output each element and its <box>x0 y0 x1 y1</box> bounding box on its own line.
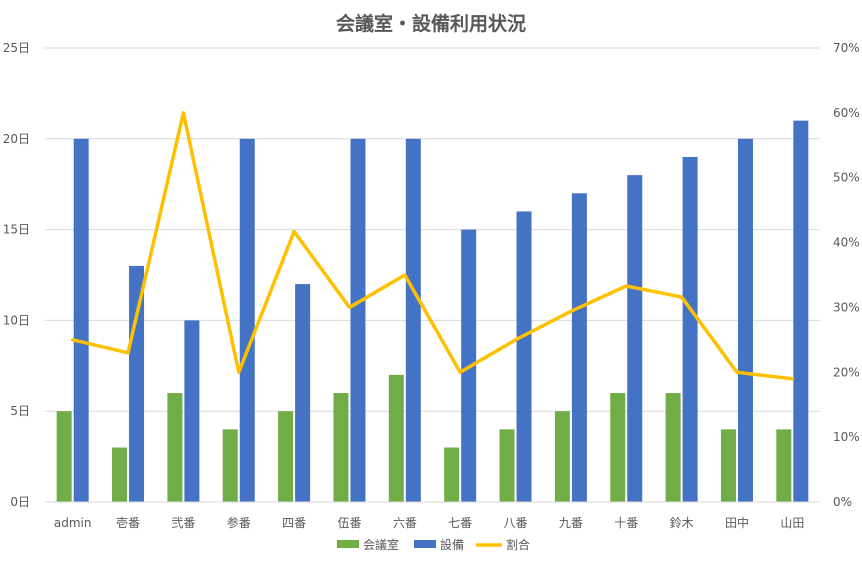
bar-setsubi <box>627 175 643 502</box>
chart-title: 会議室・設備利用状況 <box>336 12 526 35</box>
bar-setsubi <box>184 320 200 502</box>
right-axis-tick-label: 50% <box>833 171 860 185</box>
bar-kaigishitsu <box>720 429 736 502</box>
bar-kaigishitsu <box>665 393 681 502</box>
bar-kaigishitsu <box>444 447 460 502</box>
bar-kaigishitsu <box>388 374 404 502</box>
bar-setsubi <box>73 138 89 503</box>
legend-label: 設備 <box>440 537 464 552</box>
bar-setsubi <box>793 120 809 502</box>
bar-kaigishitsu <box>610 393 626 502</box>
bar-setsubi <box>295 284 311 502</box>
ratio-point <box>403 273 407 277</box>
right-axis-tick-label: 10% <box>833 430 860 444</box>
right-axis-tick-label: 70% <box>833 41 860 55</box>
bar-setsubi <box>737 138 753 503</box>
ratio-point <box>790 377 794 381</box>
legend-label: 会議室 <box>363 537 399 552</box>
left-axis-tick-label: 20日 <box>3 132 30 146</box>
right-axis-tick-label: 20% <box>833 365 860 379</box>
ratio-point <box>71 338 75 342</box>
bar-setsubi <box>405 138 421 503</box>
bars <box>56 120 809 503</box>
right-axis: 0% 10% 20% 30% 40% 50% 60% 70% <box>833 41 860 509</box>
bar-kaigishitsu <box>56 411 72 502</box>
x-axis-tick-label: 弐番 <box>171 516 195 530</box>
ratio-line <box>70 111 795 381</box>
left-axis: 0日 5日 10日 15日 20日 25日 <box>3 41 30 509</box>
x-axis-tick-label: 十番 <box>614 516 638 530</box>
x-axis-tick-label: 鈴木 <box>670 515 694 530</box>
x-axis-tick-label: 参番 <box>227 515 251 530</box>
x-axis-tick-label: 九番 <box>559 516 583 530</box>
x-axis-tick-label: 七番 <box>448 516 472 530</box>
legend-label: 割合 <box>506 537 530 552</box>
bar-setsubi <box>350 138 366 503</box>
legend-swatch <box>337 540 359 548</box>
left-axis-tick-label: 0日 <box>10 495 30 509</box>
x-axis-tick-label: 壱番 <box>116 516 140 530</box>
bar-kaigishitsu <box>776 429 792 502</box>
legend-swatch <box>414 540 436 548</box>
x-axis-tick-label: 八番 <box>504 516 528 530</box>
bar-kaigishitsu <box>499 429 515 502</box>
x-axis: admin 壱番 弐番 参番 四番 伍番 六番 七番 八番 九番 十番 鈴木 田中 山田 <box>45 501 820 530</box>
right-axis-tick-label: 30% <box>833 300 860 314</box>
ratio-point <box>126 351 130 355</box>
bar-setsubi <box>516 211 532 502</box>
bar-kaigishitsu <box>167 393 183 502</box>
ratio-point <box>458 370 462 374</box>
left-axis-tick-label: 25日 <box>3 41 30 55</box>
bar-kaigishitsu <box>554 411 570 502</box>
bar-setsubi <box>682 156 698 502</box>
ratio-point <box>181 111 185 115</box>
bar-setsubi <box>571 193 587 502</box>
right-axis-tick-label: 60% <box>833 106 860 120</box>
ratio-point <box>514 338 518 342</box>
ratio-line-layer <box>70 111 795 381</box>
x-axis-tick-label: 田中 <box>725 515 749 530</box>
x-axis-tick-label: 四番 <box>282 516 306 530</box>
ratio-point <box>735 370 739 374</box>
bar-setsubi <box>239 138 255 503</box>
bar-kaigishitsu <box>112 447 128 502</box>
legend: 会議室 設備 割合 <box>337 537 530 552</box>
right-axis-tick-label: 40% <box>833 236 860 250</box>
left-axis-tick-label: 5日 <box>10 404 30 418</box>
ratio-point <box>624 284 628 288</box>
ratio-point <box>680 295 684 299</box>
x-axis-tick-label: 山田 <box>780 516 804 530</box>
x-axis-tick-label: 伍番 <box>337 516 361 530</box>
right-axis-tick-label: 0% <box>833 495 852 509</box>
left-axis-tick-label: 10日 <box>3 313 30 327</box>
ratio-point <box>237 370 241 374</box>
ratio-point <box>347 305 351 309</box>
bar-kaigishitsu <box>222 429 238 502</box>
left-axis-tick-label: 15日 <box>3 223 30 237</box>
bar-kaigishitsu <box>278 411 294 502</box>
x-axis-tick-label: admin <box>54 516 92 530</box>
x-axis-tick-label: 六番 <box>393 516 417 530</box>
bar-kaigishitsu <box>333 393 349 502</box>
bar-setsubi <box>129 265 145 502</box>
ratio-point <box>292 230 296 234</box>
gridlines <box>45 47 820 503</box>
ratio-point <box>569 309 573 313</box>
